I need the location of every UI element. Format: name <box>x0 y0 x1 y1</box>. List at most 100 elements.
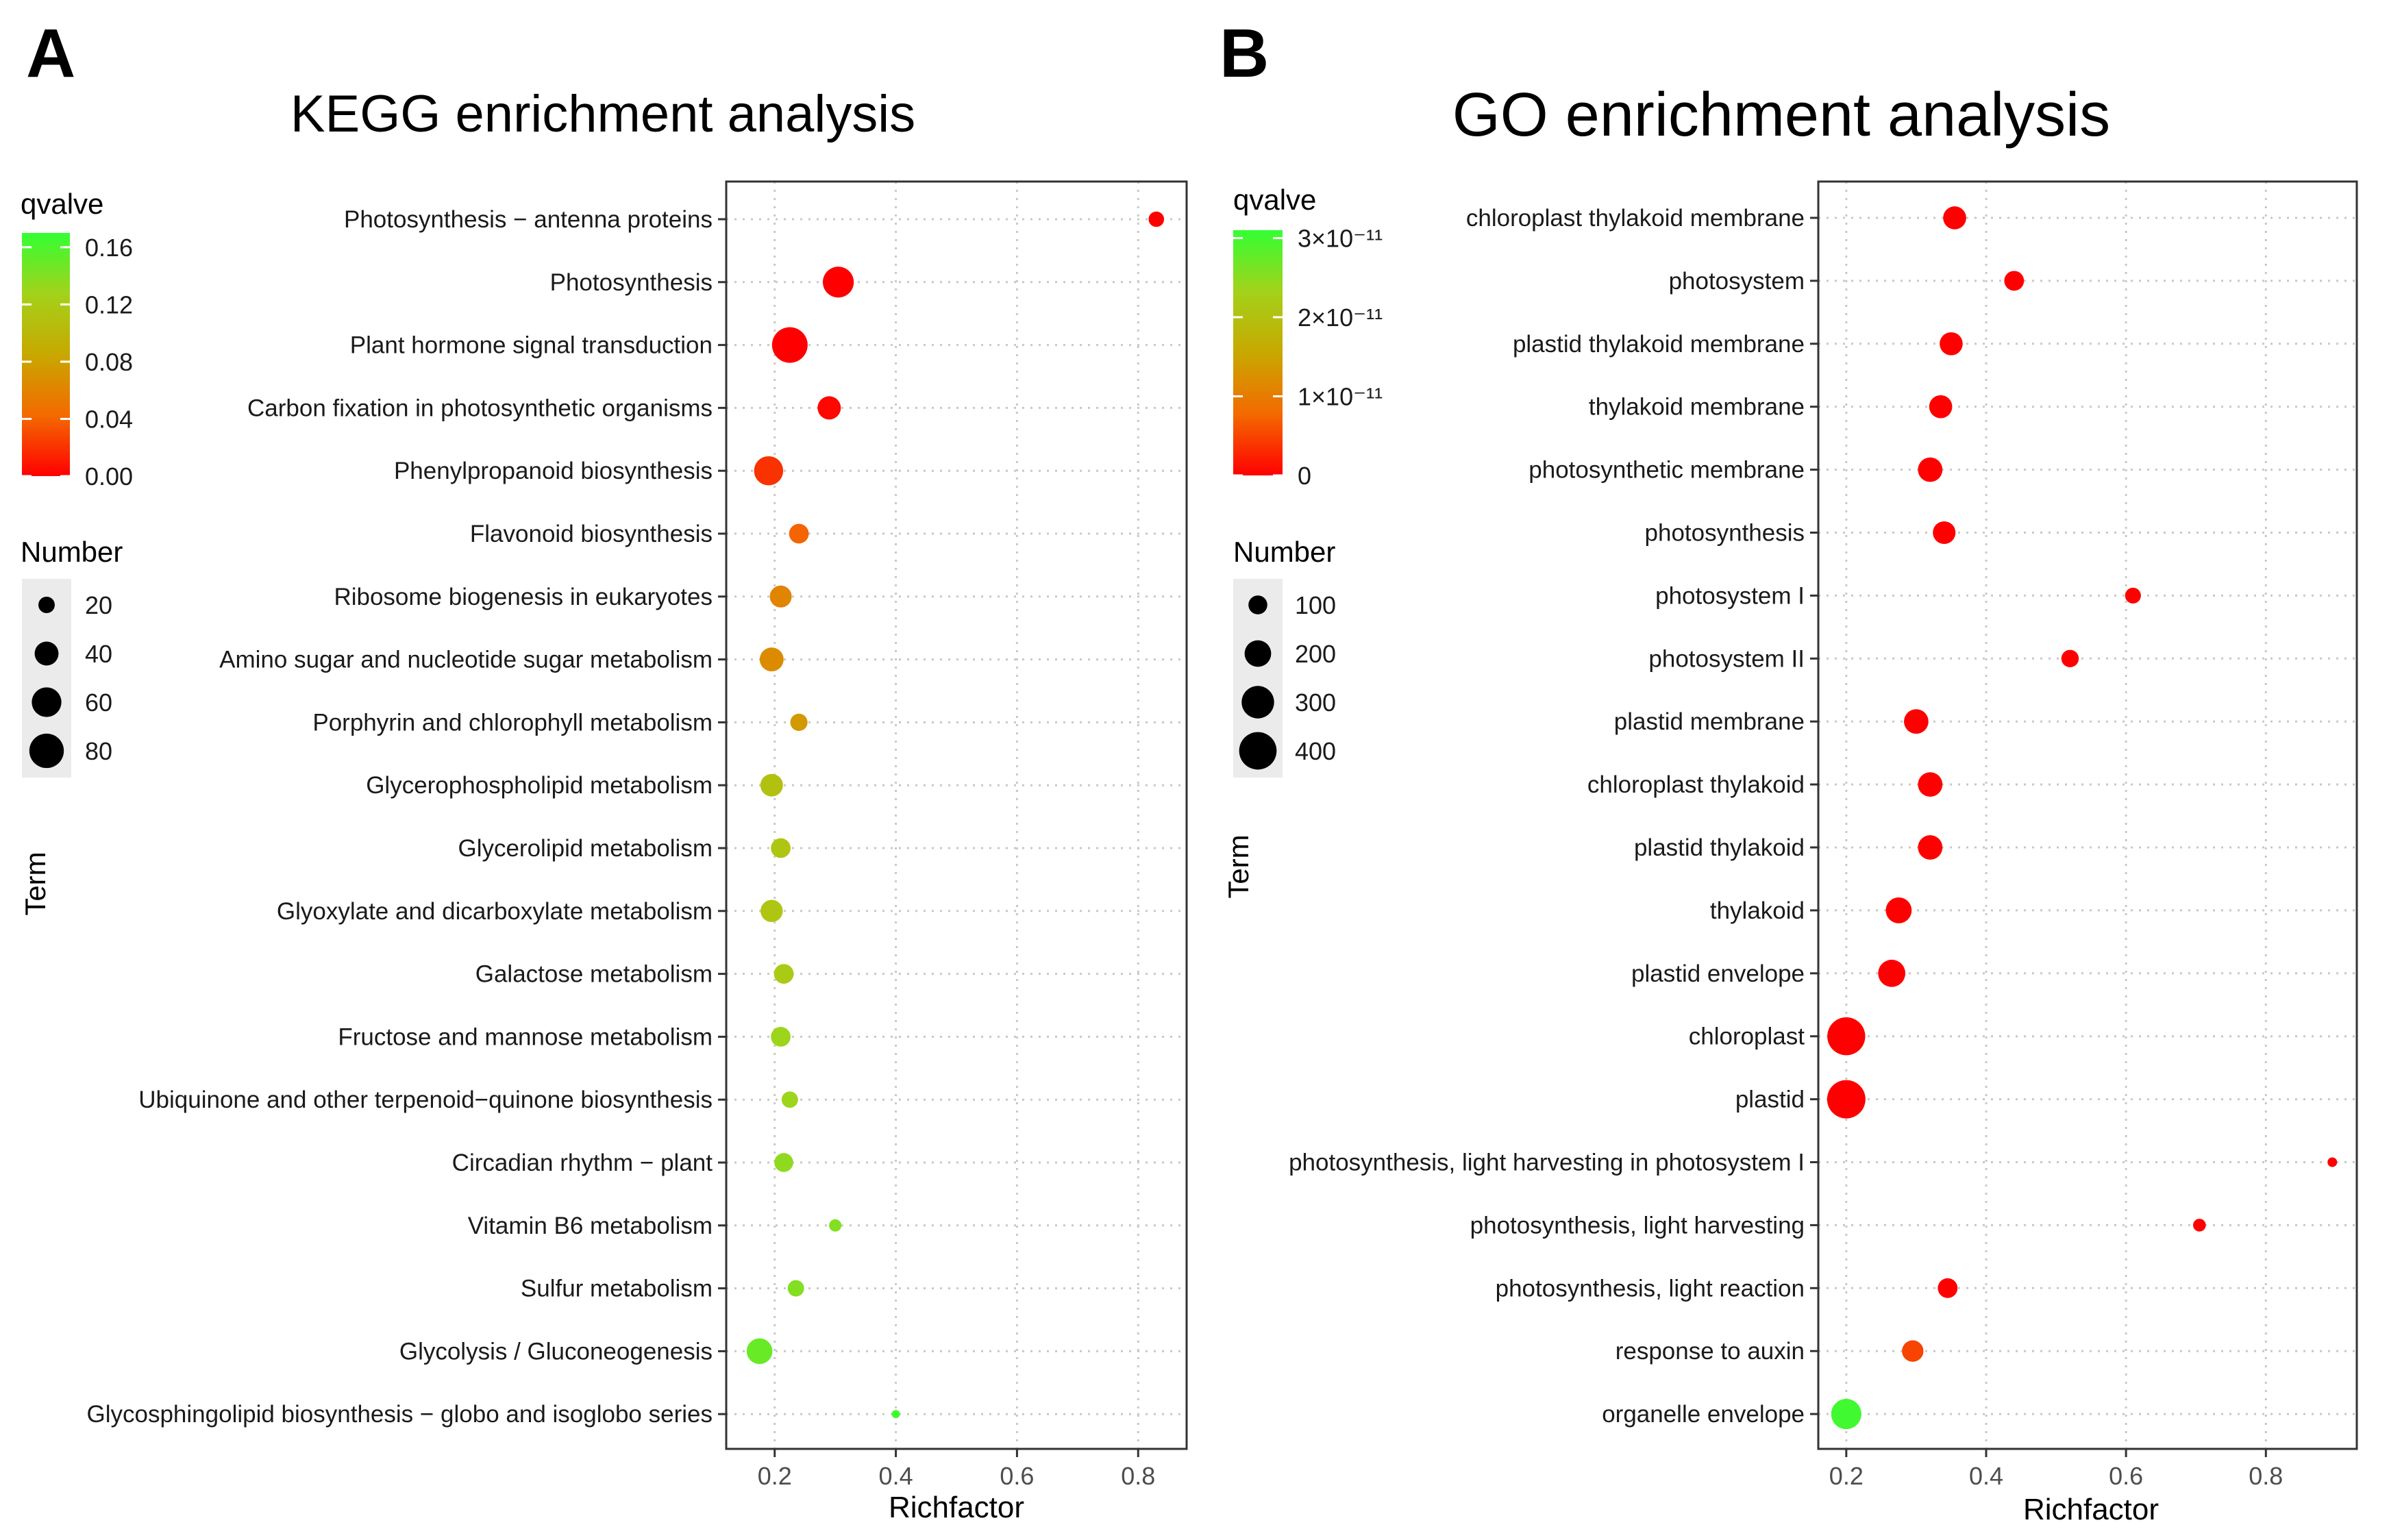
size-key-label: 100 <box>1295 591 1336 619</box>
panel-a-points <box>746 211 1165 1419</box>
size-key-label: 200 <box>1295 640 1336 668</box>
term-label: chloroplast thylakoid <box>1587 771 1805 798</box>
color-tick-label: 0.04 <box>85 405 133 433</box>
term-label: photosystem II <box>1648 645 1805 672</box>
term-label: thylakoid <box>1710 897 1805 924</box>
panel-a-color-legend-title: qvalve <box>21 188 103 220</box>
size-key-circle <box>32 687 62 717</box>
panel-a-term-labels: Photosynthesis − antenna proteins Photosy… <box>87 206 726 1428</box>
panel-a-size-legend-title: Number <box>21 536 123 568</box>
term-label: Photosynthesis <box>550 269 713 296</box>
data-point <box>1148 211 1165 227</box>
data-point <box>891 1410 900 1419</box>
data-point <box>771 1027 791 1047</box>
term-label: organelle envelope <box>1602 1401 1805 1428</box>
panel-b-plot-border <box>1817 180 2358 1450</box>
color-tick-label: 0.00 <box>85 462 133 490</box>
term-label: Sulfur metabolism <box>521 1276 713 1302</box>
data-point <box>787 1280 804 1297</box>
color-tick-label: 2×10⁻¹¹ <box>1298 303 1383 332</box>
panel-b-xlabel: Richfactor <box>2023 1493 2159 1526</box>
data-point <box>2327 1157 2338 1167</box>
term-label: Ribosome biogenesis in eukaryotes <box>334 584 713 610</box>
panel-b-plot-area <box>1818 182 2357 1449</box>
term-label: Glycerolipid metabolism <box>458 835 713 862</box>
size-key-circle <box>1239 732 1277 770</box>
data-point <box>790 713 808 732</box>
x-tick-label: 0.2 <box>1829 1462 1864 1490</box>
term-label: photosystem <box>1669 268 1805 295</box>
term-label: chloroplast <box>1689 1023 1805 1050</box>
data-point <box>774 1153 793 1172</box>
term-label: plastid thylakoid membrane <box>1513 331 1805 358</box>
term-label: thylakoid membrane <box>1589 394 1805 421</box>
term-label: Phenylpropanoid biosynthesis <box>394 458 713 484</box>
panel-b-term-labels: chloroplast thylakoid membrane photosyste… <box>1289 205 1818 1428</box>
data-point <box>1885 897 1912 923</box>
data-point <box>1938 1278 1958 1298</box>
term-label: Photosynthesis − antenna proteins <box>344 206 713 233</box>
x-tick-label: 0.8 <box>1121 1462 1155 1490</box>
panel-a-x-ticks: 0.2 0.4 0.6 0.8 <box>758 1449 1155 1490</box>
size-key-label: 80 <box>85 737 112 765</box>
data-point <box>829 1219 842 1232</box>
term-label: Glyoxylate and dicarboxylate metabolism <box>277 898 713 925</box>
size-key-circle <box>38 597 55 613</box>
x-tick-label: 0.6 <box>2109 1462 2143 1490</box>
size-key-circle <box>29 733 64 769</box>
data-point <box>1878 959 1906 987</box>
term-label: photosystem I <box>1655 582 1805 609</box>
data-point <box>760 773 783 797</box>
term-label: Circadian rhythm − plant <box>452 1150 713 1176</box>
term-label: plastid envelope <box>1631 960 1805 987</box>
color-tick-label: 0 <box>1298 462 1311 490</box>
panel-a-plot-border <box>725 180 1188 1450</box>
term-label: Glycolysis / Gluconeogenesis <box>399 1338 713 1365</box>
color-tick-label: 0.08 <box>85 348 133 376</box>
panel-b-ylabel: Term <box>1222 834 1254 898</box>
term-label: Amino sugar and nucleotide sugar metabol… <box>219 647 713 673</box>
panel-a-color-bar <box>22 233 70 476</box>
panel-b-letter: B <box>1220 15 1269 92</box>
size-key-circle <box>1241 686 1274 719</box>
data-point <box>771 838 791 858</box>
data-point <box>1940 332 1963 356</box>
term-label: Plant hormone signal transduction <box>350 332 713 359</box>
data-point <box>781 1091 798 1108</box>
term-label: Fructose and mannose metabolism <box>338 1023 713 1050</box>
data-point <box>1929 395 1953 419</box>
size-key-label: 400 <box>1295 737 1336 765</box>
term-label: plastid thylakoid <box>1634 834 1805 861</box>
data-point <box>2061 649 2079 668</box>
term-label: Glycerophospholipid metabolism <box>366 772 713 799</box>
color-tick-label: 1×10⁻¹¹ <box>1298 383 1383 411</box>
data-point <box>2193 1219 2206 1232</box>
size-key-label: 20 <box>85 591 112 619</box>
panel-a: A KEGG enrichment analysis qvalve 0.000.… <box>19 15 1188 1524</box>
x-tick-label: 0.2 <box>758 1462 792 1490</box>
size-key-label: 300 <box>1295 688 1336 717</box>
panel-b-title: GO enrichment analysis <box>1452 81 2110 149</box>
data-point <box>759 647 784 672</box>
panel-a-color-ticks: 0.00 0.04 0.08 0.12 0.16 <box>22 234 133 490</box>
term-label: photosynthesis, light reaction <box>1496 1275 1805 1302</box>
x-tick-label: 0.6 <box>1000 1462 1034 1490</box>
panel-b-color-ticks: 0 1×10⁻¹¹ 2×10⁻¹¹ 3×10⁻¹¹ <box>1233 225 1383 490</box>
data-point <box>1827 1017 1866 1056</box>
data-point <box>754 456 784 486</box>
data-point <box>1918 772 1943 797</box>
panel-b-x-ticks: 0.2 0.4 0.6 0.8 <box>1829 1449 2283 1490</box>
panel-b-points <box>1827 206 2338 1430</box>
panel-b-grid <box>1818 182 2357 1449</box>
term-label: plastid membrane <box>1614 708 1805 735</box>
data-point <box>1831 1399 1861 1430</box>
size-key-label: 60 <box>85 688 112 717</box>
data-point <box>773 964 794 984</box>
size-key-circle <box>1248 595 1267 614</box>
size-key-label: 40 <box>85 640 112 668</box>
color-tick-label: 0.16 <box>85 234 133 262</box>
panel-a-ylabel: Term <box>19 852 51 915</box>
x-tick-label: 0.8 <box>2249 1462 2283 1490</box>
data-point <box>2125 587 2141 604</box>
size-key-circle <box>1244 640 1272 667</box>
